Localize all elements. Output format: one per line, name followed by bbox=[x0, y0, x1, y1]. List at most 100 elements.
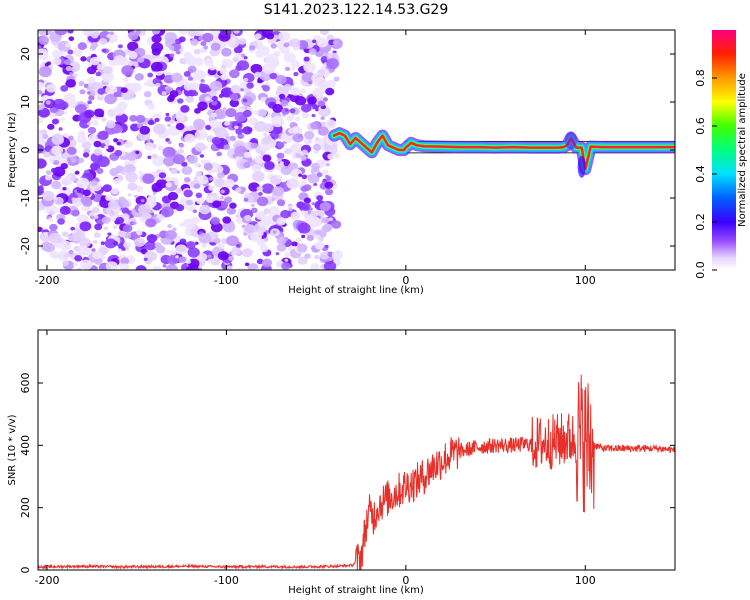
noise-blob bbox=[135, 150, 140, 155]
x-tick-label: -200 bbox=[34, 274, 59, 287]
noise-blob bbox=[220, 189, 225, 194]
noise-blob bbox=[152, 192, 157, 196]
noise-blob bbox=[60, 117, 66, 121]
noise-blob bbox=[93, 232, 101, 238]
noise-blob bbox=[73, 263, 78, 267]
noise-blob bbox=[280, 99, 289, 107]
noise-blob bbox=[59, 205, 71, 215]
noise-blob bbox=[175, 244, 188, 255]
noise-blob bbox=[97, 88, 106, 95]
noise-blob bbox=[284, 251, 291, 257]
noise-blob bbox=[290, 60, 301, 68]
noise-blob bbox=[250, 63, 263, 74]
y-tick-label: 0 bbox=[19, 567, 32, 574]
noise-blob bbox=[48, 217, 54, 222]
noise-blob bbox=[211, 112, 217, 118]
noise-blob bbox=[82, 152, 90, 158]
noise-blob bbox=[91, 207, 100, 214]
noise-blob bbox=[185, 241, 196, 250]
noise-blob bbox=[277, 85, 284, 92]
noise-blob bbox=[175, 255, 179, 259]
noise-blob bbox=[143, 257, 148, 262]
noise-blob bbox=[243, 224, 256, 235]
noise-blob bbox=[87, 100, 92, 105]
noise-blob bbox=[332, 40, 337, 45]
noise-blob bbox=[204, 96, 211, 102]
noise-blob bbox=[248, 118, 257, 126]
noise-blob bbox=[52, 98, 66, 110]
noise-blob bbox=[299, 184, 303, 188]
noise-blob bbox=[169, 119, 175, 125]
noise-blob bbox=[210, 42, 221, 51]
noise-blob bbox=[120, 87, 128, 94]
noise-blob bbox=[246, 106, 252, 111]
noise-blob bbox=[243, 151, 252, 159]
noise-blob bbox=[89, 56, 101, 66]
noise-blob bbox=[58, 127, 63, 131]
noise-blob bbox=[319, 251, 330, 260]
noise-blob bbox=[163, 156, 176, 167]
noise-blob bbox=[292, 245, 296, 250]
noise-blob bbox=[145, 218, 157, 228]
noise-blob bbox=[308, 216, 322, 228]
y-tick-label: 0 bbox=[19, 147, 32, 154]
noise-blob bbox=[146, 138, 151, 142]
noise-blob bbox=[116, 141, 122, 146]
noise-blob bbox=[281, 262, 291, 270]
noise-blob bbox=[228, 255, 235, 261]
noise-blob bbox=[38, 107, 50, 118]
noise-blob bbox=[117, 248, 122, 253]
noise-blob bbox=[167, 140, 172, 145]
noise-blob bbox=[324, 188, 334, 196]
x-tick-label: -100 bbox=[214, 574, 239, 587]
noise-blob bbox=[312, 87, 325, 98]
snr-ticks: -200 -100 0 100 0 200 400 600 bbox=[19, 330, 675, 587]
noise-blob bbox=[209, 119, 220, 129]
noise-blob bbox=[187, 76, 194, 81]
noise-blob bbox=[172, 227, 177, 232]
noise-blob bbox=[110, 187, 119, 195]
noise-blob bbox=[323, 261, 337, 270]
noise-blob bbox=[125, 172, 138, 183]
noise-blob bbox=[165, 264, 178, 270]
noise-blob bbox=[300, 209, 308, 216]
noise-blob bbox=[167, 123, 171, 127]
noise-blob bbox=[76, 188, 82, 193]
noise-blob bbox=[228, 69, 240, 79]
noise-blob bbox=[183, 189, 193, 198]
noise-blob bbox=[65, 42, 72, 48]
noise-blob bbox=[312, 39, 317, 44]
noise-blob bbox=[66, 146, 77, 155]
noise-blob bbox=[330, 220, 342, 229]
noise-blob bbox=[312, 143, 322, 151]
noise-blob bbox=[113, 225, 118, 229]
noise-blob bbox=[138, 204, 151, 215]
noise-blob bbox=[226, 207, 236, 215]
noise-blob bbox=[144, 81, 151, 87]
noise-blob bbox=[238, 37, 247, 45]
noise-blob bbox=[307, 96, 317, 105]
noise-blob bbox=[187, 247, 200, 258]
noise-blob bbox=[318, 236, 324, 242]
noise-blob bbox=[169, 53, 175, 58]
noise-blob bbox=[262, 84, 270, 92]
noise-blob bbox=[200, 41, 207, 47]
noise-blob bbox=[323, 226, 331, 232]
noise-blob bbox=[113, 55, 126, 66]
noise-blob bbox=[276, 199, 286, 207]
noise-blob bbox=[151, 182, 163, 193]
noise-blob bbox=[101, 216, 111, 224]
noise-blob bbox=[71, 158, 77, 163]
noise-blob bbox=[323, 97, 329, 102]
noise-blob bbox=[87, 89, 97, 97]
noise-blob bbox=[122, 224, 133, 233]
noise-blob bbox=[300, 202, 311, 211]
colorbar-tick-label: 0.6 bbox=[694, 117, 707, 135]
noise-blob bbox=[82, 189, 91, 197]
noise-blob bbox=[104, 93, 117, 105]
noise-blob bbox=[38, 132, 43, 139]
noise-blob bbox=[187, 30, 196, 37]
noise-blob bbox=[94, 257, 103, 265]
noise-blob bbox=[190, 136, 196, 142]
noise-blob bbox=[272, 103, 284, 113]
